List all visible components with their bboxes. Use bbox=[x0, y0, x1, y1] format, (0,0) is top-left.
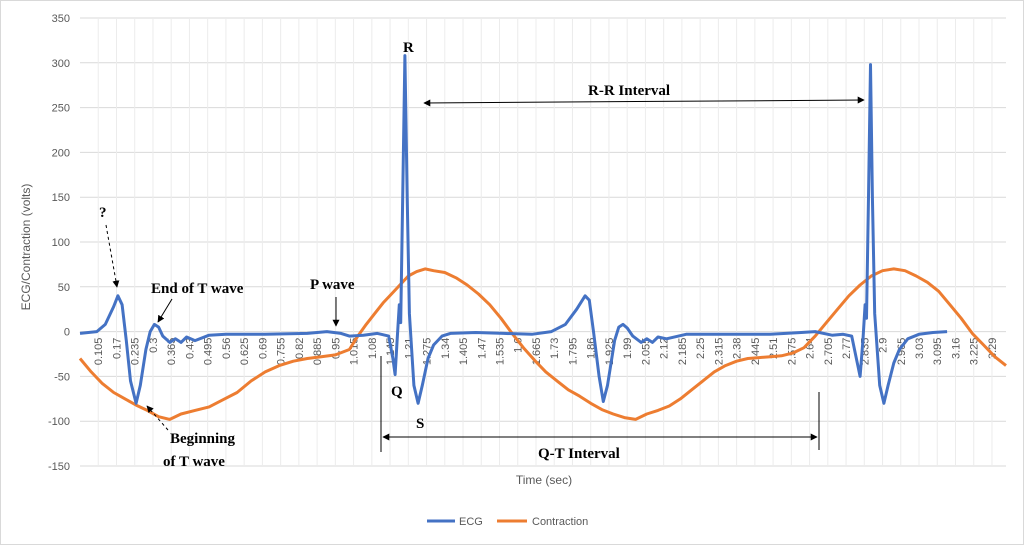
x-tick-label: 2.77 bbox=[841, 338, 853, 359]
ecg-series-line bbox=[79, 54, 948, 405]
x-axis-title: Time (sec) bbox=[516, 473, 572, 487]
annotations: ? End of T wave P wave R Q S R-R Interva… bbox=[99, 40, 865, 470]
legend-contraction-label: Contraction bbox=[532, 516, 588, 528]
x-tick-label: 0.3 bbox=[148, 338, 160, 353]
x-tick-label: 3.03 bbox=[914, 338, 926, 359]
y-tick-label: 250 bbox=[52, 103, 70, 115]
x-tick-label: 2.055 bbox=[640, 338, 652, 366]
x-tick-label: 2.185 bbox=[677, 338, 689, 366]
x-tick-label: 2.445 bbox=[750, 338, 762, 366]
x-tick-label: 1.275 bbox=[422, 338, 434, 366]
y-tick-label: 0 bbox=[64, 327, 70, 339]
x-tick-label: 1.6 bbox=[513, 338, 525, 353]
x-tick-label: 0.82 bbox=[294, 338, 306, 359]
x-tick-label: 1.795 bbox=[567, 338, 579, 366]
x-tick-label: 2.9 bbox=[878, 338, 890, 353]
x-tick-label: 0.56 bbox=[221, 338, 233, 359]
annotation-beginning-t-arrow bbox=[146, 405, 169, 431]
annotation-beginning-t-line1: Beginning bbox=[170, 431, 236, 447]
y-tick-label: 300 bbox=[52, 58, 70, 70]
annotation-end-t-arrow bbox=[157, 298, 173, 323]
x-tick-label: 1.47 bbox=[476, 338, 488, 359]
gridlines bbox=[80, 17, 1006, 467]
annotation-end-t-wave: End of T wave bbox=[151, 281, 244, 297]
x-tick-label: 0.17 bbox=[111, 338, 123, 359]
x-tick-label: 1.405 bbox=[458, 338, 470, 366]
series-lines bbox=[78, 54, 1007, 421]
x-tick-label: 1.34 bbox=[440, 338, 452, 359]
legend-ecg-label: ECG bbox=[459, 516, 483, 528]
x-tick-label: 2.12 bbox=[659, 338, 671, 359]
x-tick-label: 0.625 bbox=[239, 338, 251, 366]
x-tick-label: 2.25 bbox=[695, 338, 707, 359]
x-tick-label: 2.315 bbox=[713, 338, 725, 366]
x-tick-label: 0.69 bbox=[257, 338, 269, 359]
x-tick-label: 2.705 bbox=[823, 338, 835, 366]
x-tick-label: 2.51 bbox=[768, 338, 780, 359]
y-tick-label: 350 bbox=[52, 13, 70, 25]
y-tick-label: 50 bbox=[58, 282, 70, 294]
annotation-q: Q bbox=[391, 384, 403, 400]
x-tick-label: 1.08 bbox=[367, 338, 379, 359]
y-axis-title: ECG/Contraction (volts) bbox=[19, 184, 33, 311]
x-tick-label: 0.235 bbox=[130, 338, 142, 366]
y-axis-ticks: -150 -100 -50 0 50 100 150 200 250 300 350 bbox=[48, 13, 70, 473]
x-tick-label: 0.105 bbox=[93, 338, 105, 366]
y-tick-label: 100 bbox=[52, 237, 70, 249]
y-tick-label: -150 bbox=[48, 461, 70, 473]
x-tick-label: 1.73 bbox=[549, 338, 561, 359]
annotation-s: S bbox=[416, 416, 424, 432]
annotation-rr-interval: R-R Interval bbox=[588, 83, 670, 99]
x-tick-label: 3.225 bbox=[969, 338, 981, 366]
x-tick-label: 2.38 bbox=[732, 338, 744, 359]
x-tick-label: 0.43 bbox=[184, 338, 196, 359]
x-tick-label: 0.755 bbox=[276, 338, 288, 366]
legend: ECG Contraction bbox=[427, 516, 588, 528]
annotation-p-wave: P wave bbox=[310, 277, 355, 293]
x-tick-label: 1.99 bbox=[622, 338, 634, 359]
x-tick-label: 0.495 bbox=[203, 338, 215, 366]
annotation-question-arrow bbox=[105, 224, 120, 288]
x-tick-label: 3.16 bbox=[950, 338, 962, 359]
y-tick-label: 200 bbox=[52, 147, 70, 159]
x-tick-label: 0.885 bbox=[312, 338, 324, 366]
x-tick-label: 1.535 bbox=[495, 338, 507, 366]
annotation-rr-arrow bbox=[423, 96, 865, 107]
contraction-series-line bbox=[78, 267, 1007, 421]
y-tick-label: -50 bbox=[54, 371, 70, 383]
x-tick-label: 3.095 bbox=[932, 338, 944, 366]
x-tick-label: 0.365 bbox=[166, 338, 178, 366]
y-tick-label: 150 bbox=[52, 192, 70, 204]
annotation-qt-interval: Q-T Interval bbox=[538, 446, 620, 462]
y-tick-label: -100 bbox=[48, 416, 70, 428]
annotation-beginning-t-line2: of T wave bbox=[163, 454, 225, 470]
annotation-question: ? bbox=[99, 205, 107, 221]
x-tick-label: 2.575 bbox=[786, 338, 798, 366]
annotation-r: R bbox=[403, 40, 414, 56]
